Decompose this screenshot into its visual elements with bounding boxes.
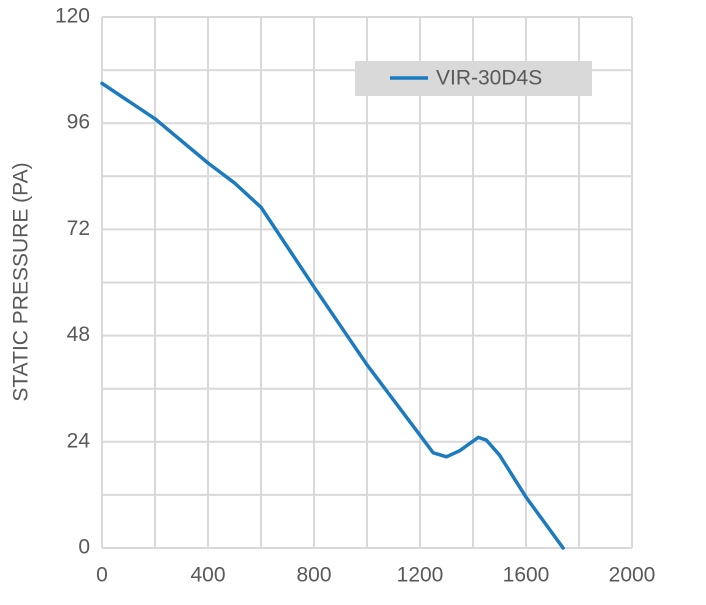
y-tick-label: 120: [55, 5, 90, 28]
legend-label: VIR-30D4S: [436, 67, 542, 90]
x-tick-label: 800: [296, 564, 331, 587]
x-tick-label: 2000: [609, 564, 656, 587]
x-tick-label: 1200: [397, 564, 444, 587]
y-tick-label: 96: [67, 111, 90, 134]
y-tick-label: 0: [78, 536, 90, 559]
series-line: [100, 81, 565, 550]
y-axis-label: STATIC PRESSURE (PA): [10, 162, 33, 401]
x-tick-label: 400: [190, 564, 225, 587]
y-tick-label: 72: [67, 217, 90, 240]
x-tick-label: 1600: [503, 564, 550, 587]
y-tick-label: 48: [67, 323, 90, 346]
x-tick-label: 0: [96, 564, 108, 587]
y-tick-label: 24: [67, 429, 91, 452]
